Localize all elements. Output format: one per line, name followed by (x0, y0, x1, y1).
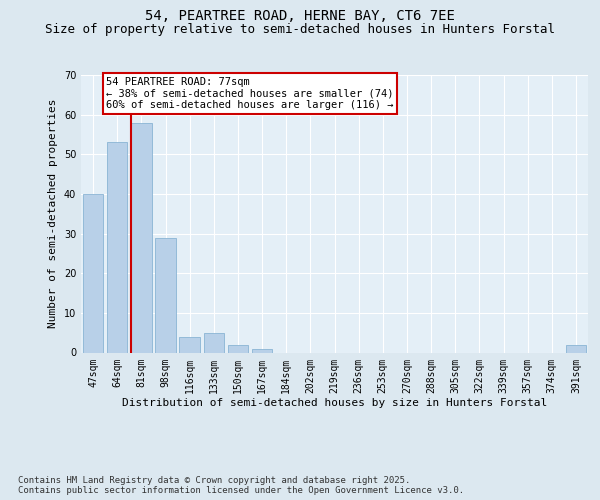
Text: 54, PEARTREE ROAD, HERNE BAY, CT6 7EE: 54, PEARTREE ROAD, HERNE BAY, CT6 7EE (145, 9, 455, 23)
Bar (83, 194, 103, 352)
Bar (566, 344, 586, 352)
Bar (107, 142, 127, 352)
Bar (179, 336, 200, 352)
Bar (131, 122, 152, 352)
Bar (252, 348, 272, 352)
Text: 54 PEARTREE ROAD: 77sqm
← 38% of semi-detached houses are smaller (74)
60% of se: 54 PEARTREE ROAD: 77sqm ← 38% of semi-de… (106, 77, 394, 110)
Bar (155, 238, 176, 352)
Text: Size of property relative to semi-detached houses in Hunters Forstal: Size of property relative to semi-detach… (45, 24, 555, 36)
Bar (227, 344, 248, 352)
Bar (203, 332, 224, 352)
Text: Contains HM Land Registry data © Crown copyright and database right 2025.
Contai: Contains HM Land Registry data © Crown c… (18, 476, 464, 495)
X-axis label: Distribution of semi-detached houses by size in Hunters Forstal: Distribution of semi-detached houses by … (122, 398, 547, 408)
Y-axis label: Number of semi-detached properties: Number of semi-detached properties (48, 99, 58, 328)
